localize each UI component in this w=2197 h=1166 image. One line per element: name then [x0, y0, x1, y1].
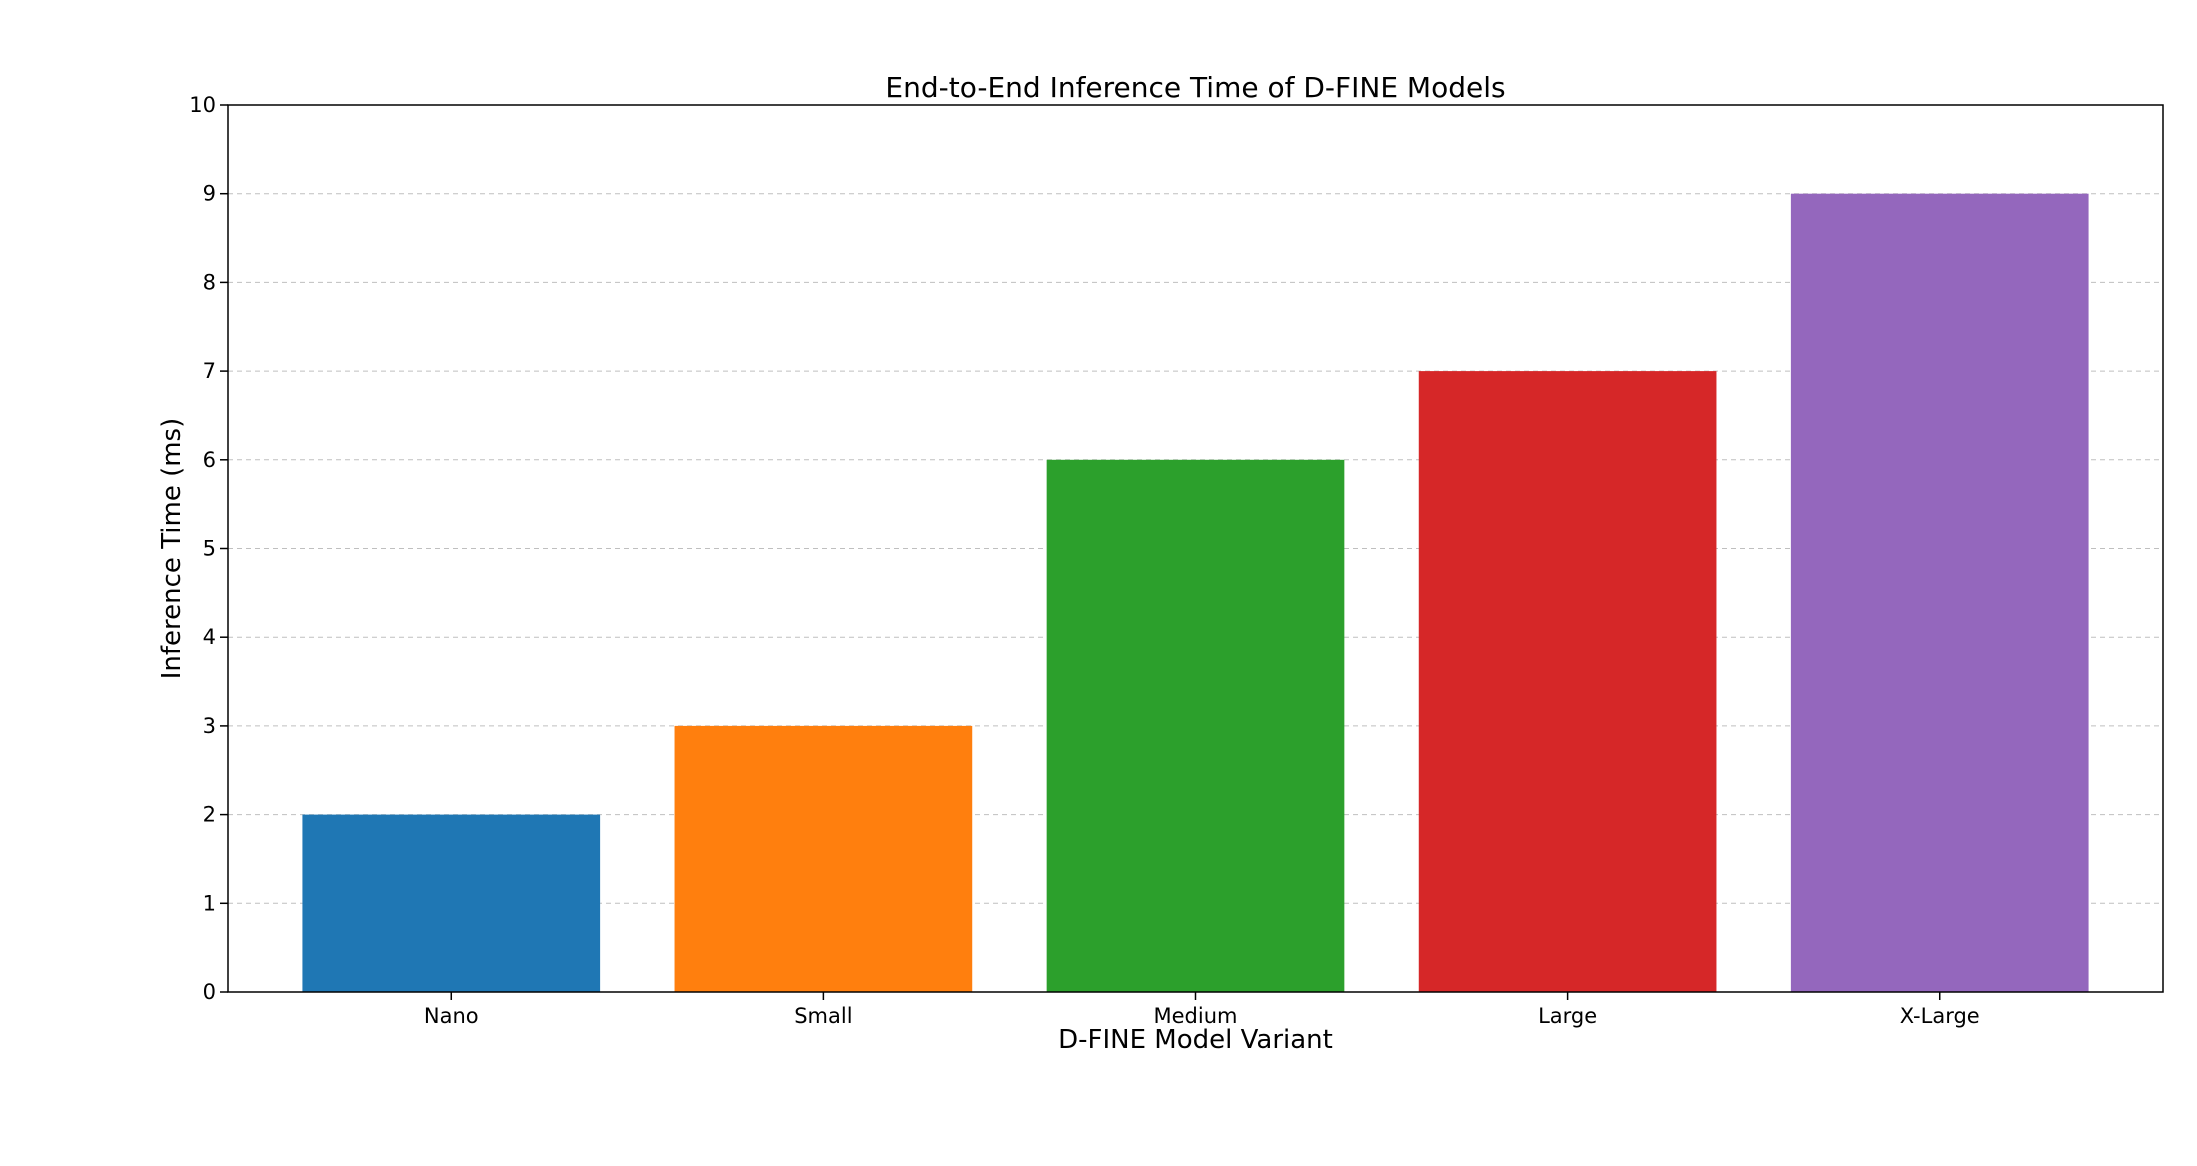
x-tick-label: Nano — [424, 1004, 479, 1028]
bar-small — [674, 725, 973, 992]
y-tick-label: 2 — [203, 803, 216, 827]
bar-large — [1418, 371, 1717, 993]
x-tick-label: Medium — [1154, 1004, 1238, 1028]
y-axis-ticks: 0 1 2 3 4 5 6 7 8 9 10 — [189, 93, 228, 1004]
y-tick-label: 0 — [203, 980, 216, 1004]
y-tick-label: 4 — [203, 625, 216, 649]
y-tick-label: 10 — [189, 93, 216, 117]
bar-medium — [1046, 459, 1345, 992]
y-axis-title: Inference Time (ms) — [157, 418, 187, 680]
y-tick-label: 1 — [203, 891, 216, 915]
x-axis-ticks: Nano Small Medium Large X-Large — [424, 992, 1980, 1028]
bar-x-large — [1790, 193, 2089, 992]
bars — [302, 193, 2089, 993]
x-axis-title: D-FINE Model Variant — [1058, 1025, 1333, 1055]
y-tick-label: 6 — [203, 448, 216, 472]
chart-title: End-to-End Inference Time of D-FINE Mode… — [885, 71, 1505, 104]
x-tick-label: Large — [1538, 1004, 1597, 1028]
bar-nano — [302, 814, 601, 992]
y-tick-label: 7 — [203, 359, 216, 383]
y-tick-label: 9 — [203, 182, 216, 206]
y-tick-label: 3 — [203, 714, 216, 738]
y-tick-label: 5 — [203, 537, 216, 561]
x-tick-label: X-Large — [1900, 1004, 1980, 1028]
y-tick-label: 8 — [203, 270, 216, 294]
x-tick-label: Small — [794, 1004, 852, 1028]
